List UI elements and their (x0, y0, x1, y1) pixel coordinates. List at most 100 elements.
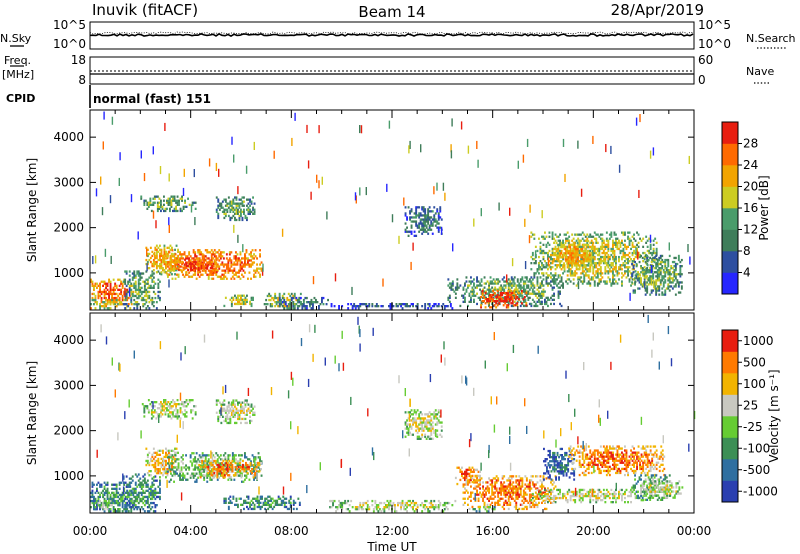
heatmap-cell (103, 501, 106, 505)
heatmap-cell (434, 212, 437, 215)
heatmap-cell (524, 304, 527, 308)
heatmap-cell (246, 208, 248, 211)
colorbar-swatch (722, 251, 738, 273)
heatmap-cell (109, 288, 112, 291)
heatmap-cell (224, 296, 227, 299)
heatmap-cell (583, 239, 586, 242)
heatmap-cell (130, 499, 133, 503)
heatmap-cell (194, 464, 197, 467)
heatmap-cell (497, 302, 500, 306)
heatmap-cell (259, 275, 261, 278)
heatmap-cell (541, 282, 543, 285)
heatmap-cell (637, 275, 639, 278)
heatmap-cell (243, 212, 245, 215)
heatmap-cell (554, 247, 557, 251)
heatmap-cell (127, 504, 130, 507)
heatmap-cell (533, 237, 536, 240)
heatmap-cell (176, 267, 178, 270)
heatmap-cell (671, 277, 674, 280)
heatmap-cell (232, 208, 235, 211)
heatmap-cell (91, 495, 94, 499)
heatmap-cell (642, 274, 645, 277)
heatmap-cell (159, 296, 161, 300)
heatmap-cell (424, 208, 427, 211)
heatmap-cell (167, 265, 169, 268)
heatmap-cell (511, 298, 514, 301)
heatmap-cell (534, 292, 537, 295)
heatmap-cell (237, 465, 240, 469)
heatmap-cell (203, 470, 206, 473)
heatmap-cell (208, 461, 211, 465)
heatmap-cell (498, 286, 501, 289)
heatmap-cell (244, 214, 247, 218)
heatmap-cell (154, 489, 157, 492)
heatmap-cell (260, 461, 262, 465)
heatmap-cell (154, 451, 157, 454)
heatmap-cell (415, 305, 418, 308)
heatmap-cell (415, 210, 418, 213)
heatmap-cell (644, 280, 646, 289)
heatmap-cell (504, 291, 507, 295)
heatmap-cell (215, 268, 218, 272)
heatmap-cell (236, 271, 239, 274)
heatmap-cell (252, 208, 254, 211)
heatmap-cell (566, 237, 569, 240)
heatmap-cell (631, 262, 633, 266)
heatmap-cell (157, 459, 160, 463)
heatmap-cell (193, 268, 196, 272)
heatmap-cell (226, 461, 229, 465)
heatmap-cell (174, 472, 177, 475)
heatmap-cell (177, 466, 180, 469)
heatmap-cell (206, 476, 209, 479)
heatmap-cell (248, 458, 251, 461)
y-tick-label: 4000 (53, 130, 84, 144)
heatmap-cell (582, 260, 585, 263)
heatmap-cell (236, 462, 239, 465)
heatmap-cell (499, 296, 502, 299)
heatmap-cell (281, 296, 284, 300)
heatmap-cell (200, 263, 203, 266)
heatmap-cell (318, 305, 320, 308)
heatmap-cell (217, 206, 220, 209)
heatmap-cell (550, 266, 552, 269)
heatmap-cell (397, 305, 399, 308)
heatmap-cell (103, 303, 106, 306)
heatmap-cell (491, 290, 494, 293)
heatmap-cell (97, 284, 100, 287)
heatmap-cell (241, 294, 244, 297)
heatmap-cell (646, 269, 649, 272)
heatmap-cell (154, 262, 157, 266)
heatmap-cell (481, 291, 484, 295)
heatmap-cell (216, 472, 219, 475)
heatmap-cell (271, 305, 274, 308)
heatmap-cell (661, 291, 664, 294)
heatmap-cell (557, 253, 560, 257)
heatmap-cell (642, 260, 645, 263)
heatmap-cell (91, 485, 94, 488)
heatmap-cell (591, 250, 594, 253)
heatmap-cell (93, 501, 95, 505)
heatmap-cell (152, 301, 155, 304)
heatmap-cell (121, 510, 124, 513)
heatmap-cell (199, 459, 202, 463)
heatmap-cell (419, 218, 422, 221)
heatmap-cell (674, 265, 677, 268)
heatmap-cell (595, 276, 598, 279)
heatmap-cell (142, 485, 145, 488)
heatmap-cell (239, 267, 242, 270)
heatmap-cell (234, 218, 236, 222)
heatmap-cell (563, 252, 565, 255)
heatmap-cell (130, 489, 133, 492)
heatmap-cell (115, 292, 118, 296)
heatmap-cell (653, 287, 656, 290)
heatmap-cell (117, 278, 120, 281)
heatmap-cell (257, 466, 260, 469)
heatmap-cell (165, 461, 167, 465)
heatmap-cell (145, 262, 148, 266)
heatmap-cell (625, 253, 628, 257)
heatmap-cell (659, 279, 662, 282)
heatmap-cell (515, 302, 518, 306)
heatmap-cell (158, 415, 161, 418)
heatmap-cell (581, 245, 584, 248)
heatmap-cell (658, 275, 661, 278)
